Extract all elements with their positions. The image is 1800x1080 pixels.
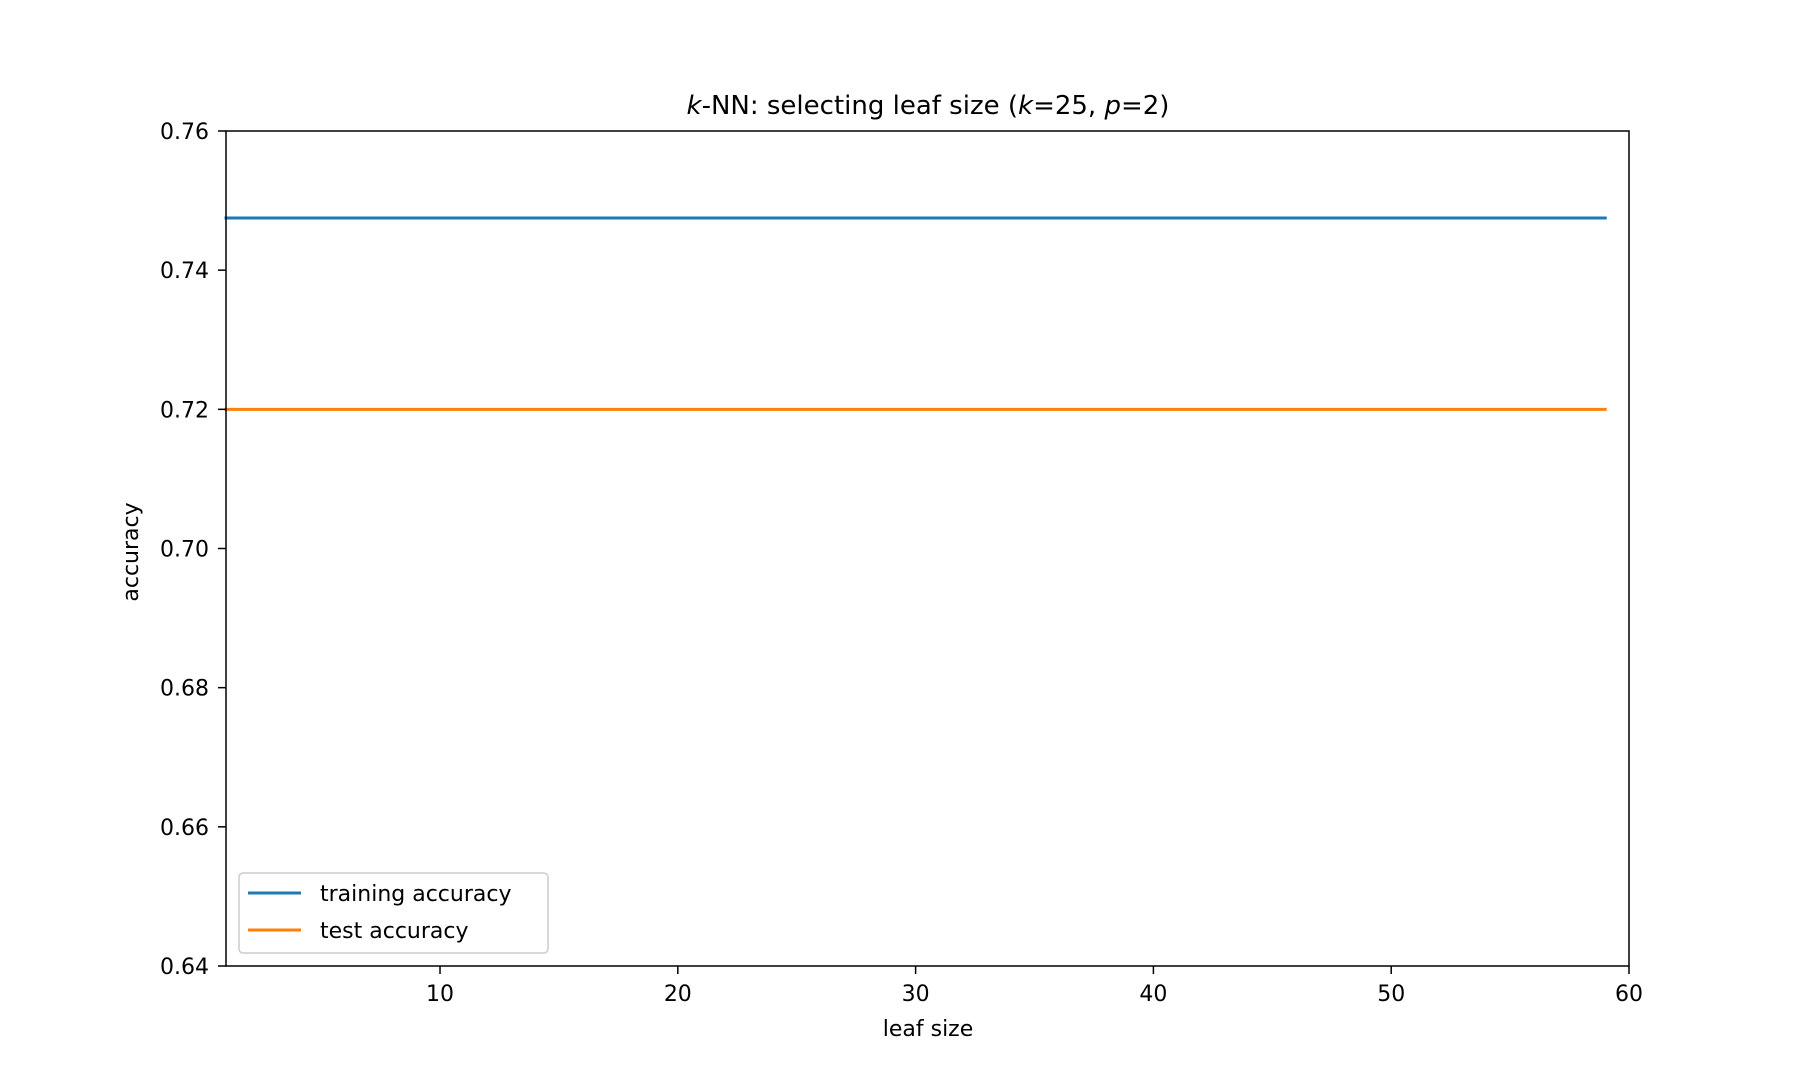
x-tick-label-0: 10 — [426, 982, 454, 1007]
x-tick-label-5: 60 — [1615, 982, 1643, 1007]
x-axis-label: leaf size — [883, 1017, 974, 1042]
y-axis-label: accuracy — [119, 502, 144, 601]
x-tick-label-3: 40 — [1139, 982, 1167, 1007]
chart-title-post: =2) — [1121, 91, 1169, 121]
chart-title-mid2: =25, — [1033, 91, 1104, 121]
y-tick-label-1: 0.66 — [160, 816, 209, 841]
plot-area: 10 20 30 40 50 60 0.64 0.66 0.68 0.70 0.72 0.74 0.76… — [160, 120, 1643, 1007]
y-tick-label-5: 0.74 — [160, 259, 209, 284]
y-tick-label-3: 0.70 — [160, 538, 209, 563]
y-tick-label-4: 0.72 — [160, 398, 209, 423]
chart-title-k2: k — [1018, 91, 1034, 121]
legend-box — [238, 872, 549, 954]
x-tick-label-2: 30 — [902, 982, 930, 1007]
y-tick-label-0: 0.64 — [160, 955, 209, 980]
y-tick-label-6: 0.76 — [160, 120, 209, 145]
chart-title-k1: k — [687, 91, 703, 121]
x-tick-label-4: 50 — [1377, 982, 1405, 1007]
x-tick-label-1: 20 — [664, 982, 692, 1007]
chart-title-p: p — [1103, 91, 1121, 121]
legend-label-1: test accuracy — [320, 919, 469, 944]
y-tick-label-2: 0.68 — [160, 677, 209, 702]
legend-label-0: training accuracy — [320, 882, 511, 907]
chart-title: k-NN: selecting leaf size (k=25, p=2) — [687, 91, 1170, 121]
chart-title-mid1: -NN: selecting leaf size ( — [702, 91, 1018, 121]
